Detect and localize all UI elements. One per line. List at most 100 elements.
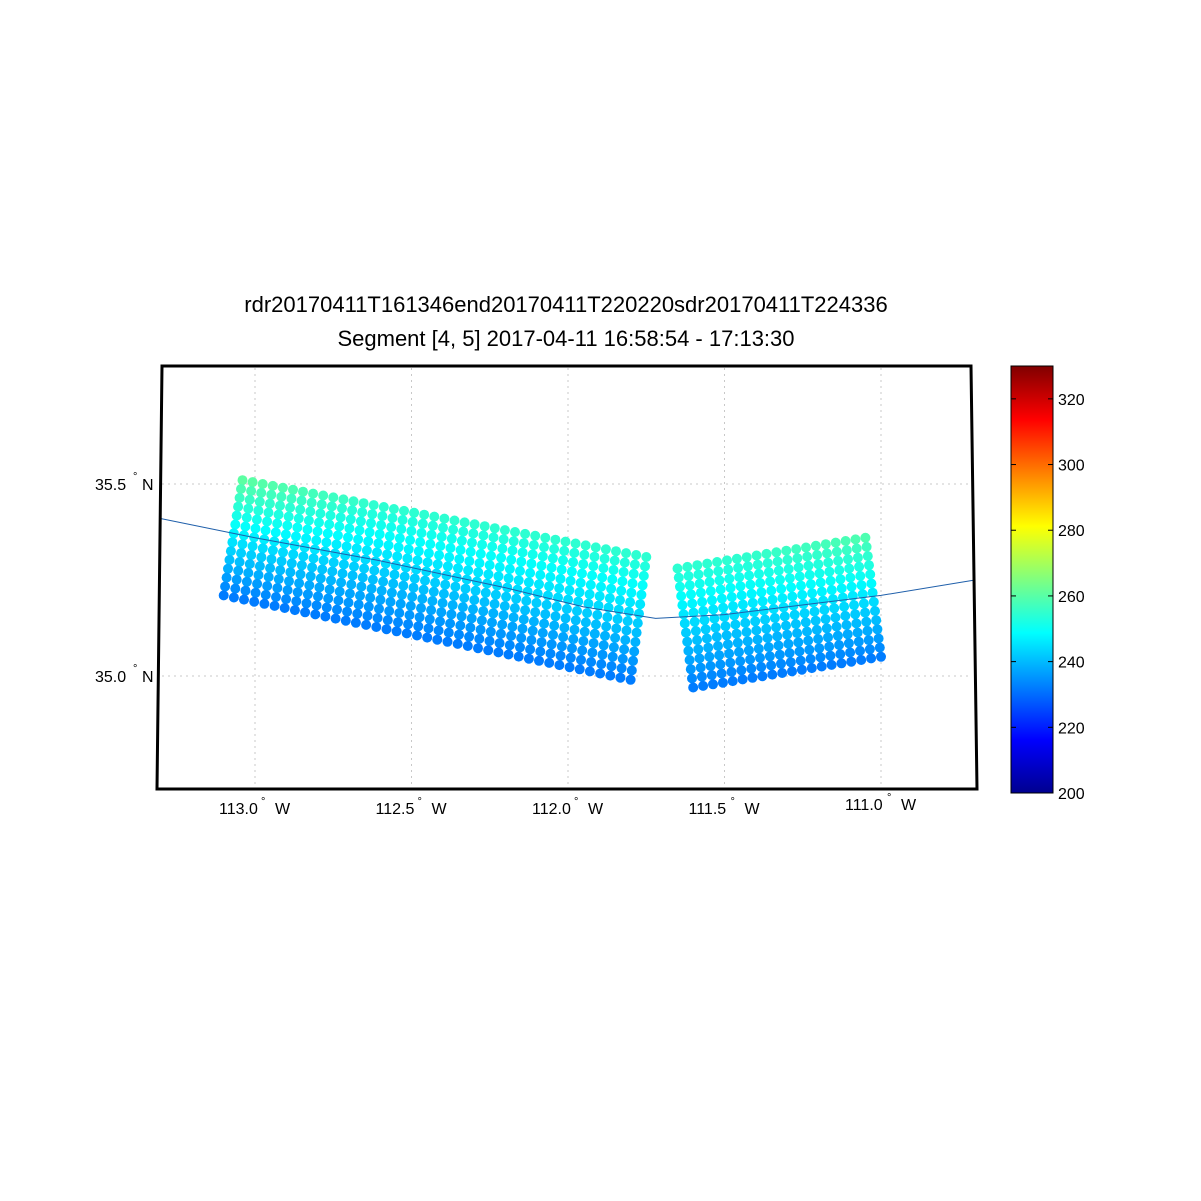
swath-point [512,584,523,595]
swath-point [876,651,886,662]
swath-point [835,574,846,585]
swath-point [314,517,324,528]
swath-point [628,655,638,666]
swath-point [416,603,426,614]
swath-point [813,559,824,570]
swath-point [673,572,684,583]
swath-point [384,606,395,616]
swath-point [615,672,626,683]
swath-point [535,570,546,580]
swath-point [278,547,288,558]
swath-point [785,657,796,668]
swath-point [506,630,517,641]
swath-point [504,640,515,651]
swath-point [465,546,476,557]
swath-point [732,637,743,648]
swath-point [295,504,306,515]
swath-point [601,621,612,632]
swath-point [823,557,834,568]
swath-point [587,570,598,581]
swath-point [445,618,456,629]
swath-point [767,669,778,680]
swath-point [597,572,608,583]
swath-point [513,575,524,586]
swath-point [523,653,534,664]
swath-point [685,664,696,675]
swath-point [384,531,395,542]
swath-point [343,597,354,608]
swath-point [370,556,381,567]
swath-point [873,633,884,644]
swath-point [779,611,790,622]
swath-point [569,624,580,635]
swath-point [375,594,386,605]
swath-point [864,644,875,655]
swath-point [742,636,753,647]
swath-point [714,650,725,661]
swath-point [378,576,389,587]
swath-point [447,600,458,611]
swath-point [324,519,335,530]
swath-point [264,498,275,509]
swath-point [237,475,248,486]
swath-point [818,595,829,606]
swath-point [737,599,748,610]
swath-point [262,581,273,591]
swath-point [386,587,397,598]
swath-point [332,604,342,615]
swath-point [313,591,323,602]
swath-point [371,622,382,632]
swath-point [298,486,308,497]
swath-point [525,568,536,578]
swath-point [409,507,420,518]
swath-point [309,544,320,555]
swath-point [868,596,879,607]
swath-point [591,619,601,630]
swath-point [546,639,557,650]
swath-point [793,637,804,648]
swath-point [300,607,311,618]
swath-point [692,635,703,646]
swath-point [629,559,640,570]
swath-point [695,587,706,598]
swath-point [330,613,341,624]
swath-point [833,555,844,566]
swath-point [578,559,589,570]
swath-point [260,525,271,536]
swath-point [401,562,411,573]
swath-point [555,573,566,584]
swath-point [405,535,416,546]
swath-point [708,604,719,615]
swath-point [234,557,245,567]
swath-point [474,633,485,644]
swath-point [516,633,527,643]
swath-point [814,568,825,579]
swath-point [865,569,876,580]
swath-point [600,544,611,555]
swath-point [739,608,750,619]
swath-point [600,630,610,641]
swath-point [489,523,500,534]
swath-point [436,531,447,542]
swath-point [630,637,641,647]
swath-point [746,588,757,599]
swath-point [549,620,560,631]
swath-point [480,587,491,598]
swath-point [729,610,740,621]
swath-point [795,655,806,666]
swath-point [476,615,487,626]
swath-point [507,545,518,556]
swath-point [771,547,782,558]
swath-point [405,601,416,611]
chart-title: rdr20170411T161346end20170411T220220sdr2… [244,292,887,317]
swath-point [798,599,809,609]
x-tick-label: 111.0 [845,797,883,814]
swath-point [467,537,477,548]
swath-point [545,648,556,659]
swath-point [433,625,444,636]
swath-point [460,583,471,594]
swath-point [267,545,278,556]
swath-point [246,486,257,496]
x-tick-1: 112.5 ° W [376,796,448,818]
swath-point [744,570,755,581]
